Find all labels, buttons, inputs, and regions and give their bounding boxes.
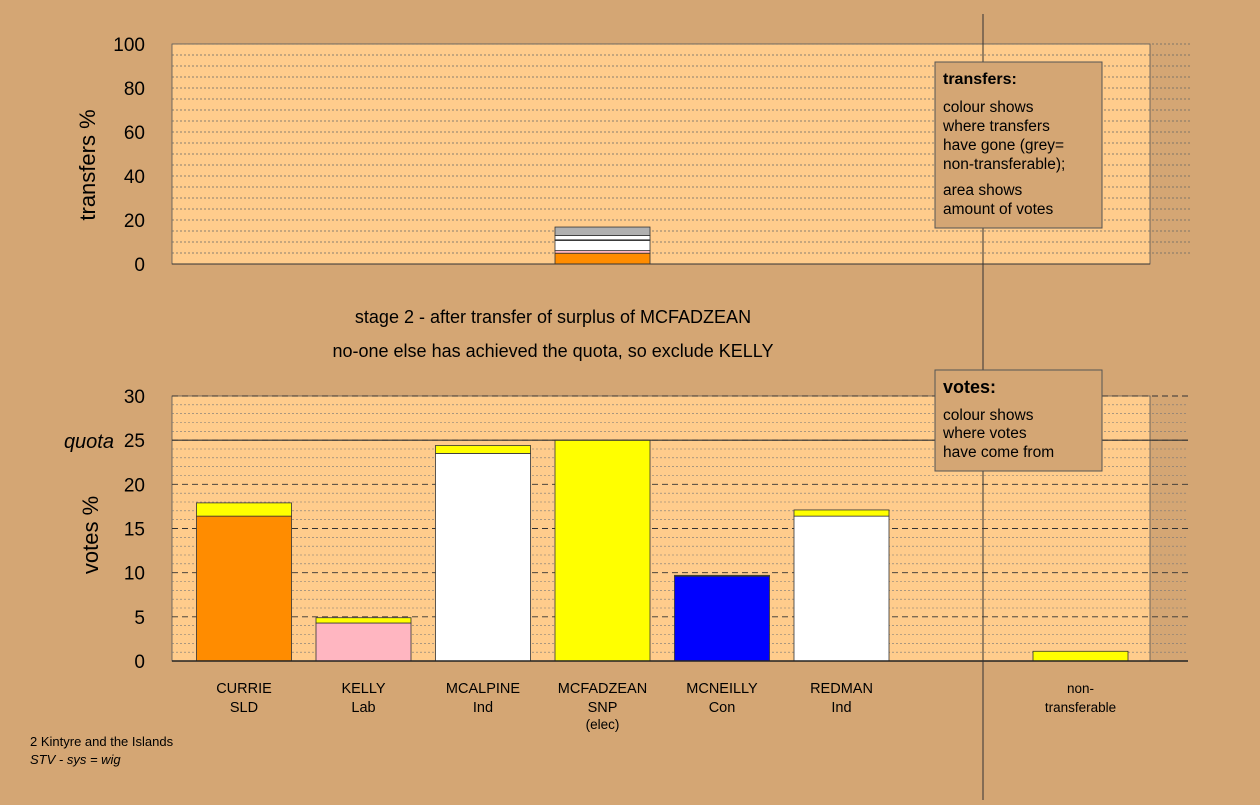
transfers-axis-label: transfers % (75, 109, 100, 220)
votes-legend-line: have come from (943, 444, 1054, 461)
votes-tick-label: 10 (124, 564, 145, 585)
transfer-bar-segment-sld (554, 252, 651, 265)
candidate-name-label: KELLY (341, 681, 385, 697)
transfer-bar-segment-ind (554, 234, 651, 241)
transfers-tick-labels: 0 20 40 60 80 100 (113, 35, 145, 276)
vote-bar-segment-snp (793, 509, 890, 517)
candidate-party-label: SLD (230, 700, 258, 716)
votes-tick-label: 30 (124, 387, 145, 408)
transfer-bar-segment-ind (554, 240, 651, 251)
candidate-party-label: Ind (473, 700, 493, 716)
transfers-legend-line: where transfers (942, 118, 1050, 135)
transfers-legend-box (934, 61, 1103, 229)
vote-bar-segment-con (674, 575, 770, 662)
transfers-legend-line: non-transferable); (943, 156, 1065, 173)
votes-legend-box (934, 369, 1103, 472)
transfers-tick-label: 40 (124, 167, 145, 188)
votes-legend: votes: colour shows where votes have com… (934, 369, 1103, 472)
votes-tick-label: 5 (134, 608, 145, 629)
votes-tick-label: 15 (124, 520, 145, 541)
votes-tick-labels: 0 5 10 15 20 25 30 (124, 387, 145, 673)
candidate-name-label: MCNEILLY (686, 681, 758, 697)
vote-bar-segment-ind (435, 453, 531, 662)
candidate-party-label: transferable (1045, 700, 1116, 715)
vote-bar-segment-lab (315, 622, 412, 662)
votes-tick-label: 25 (124, 431, 145, 452)
votes-legend-title: votes: (943, 377, 996, 397)
candidate-name-label: REDMAN (810, 681, 873, 697)
candidate-name-label: MCFADZEAN (558, 681, 647, 697)
transfers-tick-label: 80 (124, 79, 145, 100)
footer-constituency: 2 Kintyre and the Islands (30, 734, 174, 749)
vote-bar-segment-snp (435, 445, 531, 454)
transfer-bar-segment-nontransferable (554, 226, 651, 236)
votes-legend-line: colour shows (943, 407, 1034, 424)
votes-bars (196, 439, 1129, 662)
candidate-party-label: Lab (351, 700, 375, 716)
candidate-name-label: MCALPINE (446, 681, 520, 697)
votes-tick-label: 20 (124, 475, 145, 496)
candidate-party-label: Ind (831, 700, 851, 716)
candidate-labels: CURRIE SLD KELLY Lab MCALPINE Ind MCFADZEAN SNP… (216, 681, 1116, 732)
votes-axis-label: votes % (78, 496, 103, 574)
vote-bar-segment-ind (793, 515, 890, 662)
transfers-legend-line: amount of votes (943, 201, 1054, 218)
transfers-tick-label: 20 (124, 211, 145, 232)
vote-bar-segment-snp (1032, 650, 1129, 662)
vote-bar-segment-snp (196, 502, 292, 517)
vote-bar-segment-sld (196, 515, 292, 662)
transfers-bars (554, 226, 651, 265)
transfers-legend-line: colour shows (943, 99, 1034, 116)
candidate-status-label: (elec) (586, 717, 620, 732)
transfers-tick-label: 0 (134, 255, 145, 276)
candidate-party-label: SNP (588, 700, 618, 716)
quota-label: quota (64, 431, 114, 453)
votes-tick-label: 0 (134, 652, 145, 673)
transfers-legend-line: area shows (943, 182, 1023, 199)
stage-title: stage 2 - after transfer of surplus of M… (355, 307, 751, 327)
votes-legend-line: where votes (942, 425, 1027, 442)
transfers-legend-title: transfers: (943, 71, 1017, 88)
candidate-party-label: Con (709, 700, 736, 716)
vote-bar-segment-snp (554, 439, 651, 662)
transfers-legend: transfers: colour shows where transfers … (934, 61, 1103, 229)
stage-subtitle: no-one else has achieved the quota, so e… (333, 341, 774, 361)
transfers-tick-label: 100 (113, 35, 145, 56)
transfers-tick-label: 60 (124, 123, 145, 144)
candidate-name-label: CURRIE (216, 681, 272, 697)
vote-bar-segment-snp (674, 574, 770, 577)
footer-system: STV - sys = wig (30, 752, 121, 767)
vote-bar-segment-snp (315, 617, 412, 624)
transfers-legend-line: have gone (grey= (943, 137, 1064, 154)
candidate-name-label: non- (1067, 681, 1094, 696)
